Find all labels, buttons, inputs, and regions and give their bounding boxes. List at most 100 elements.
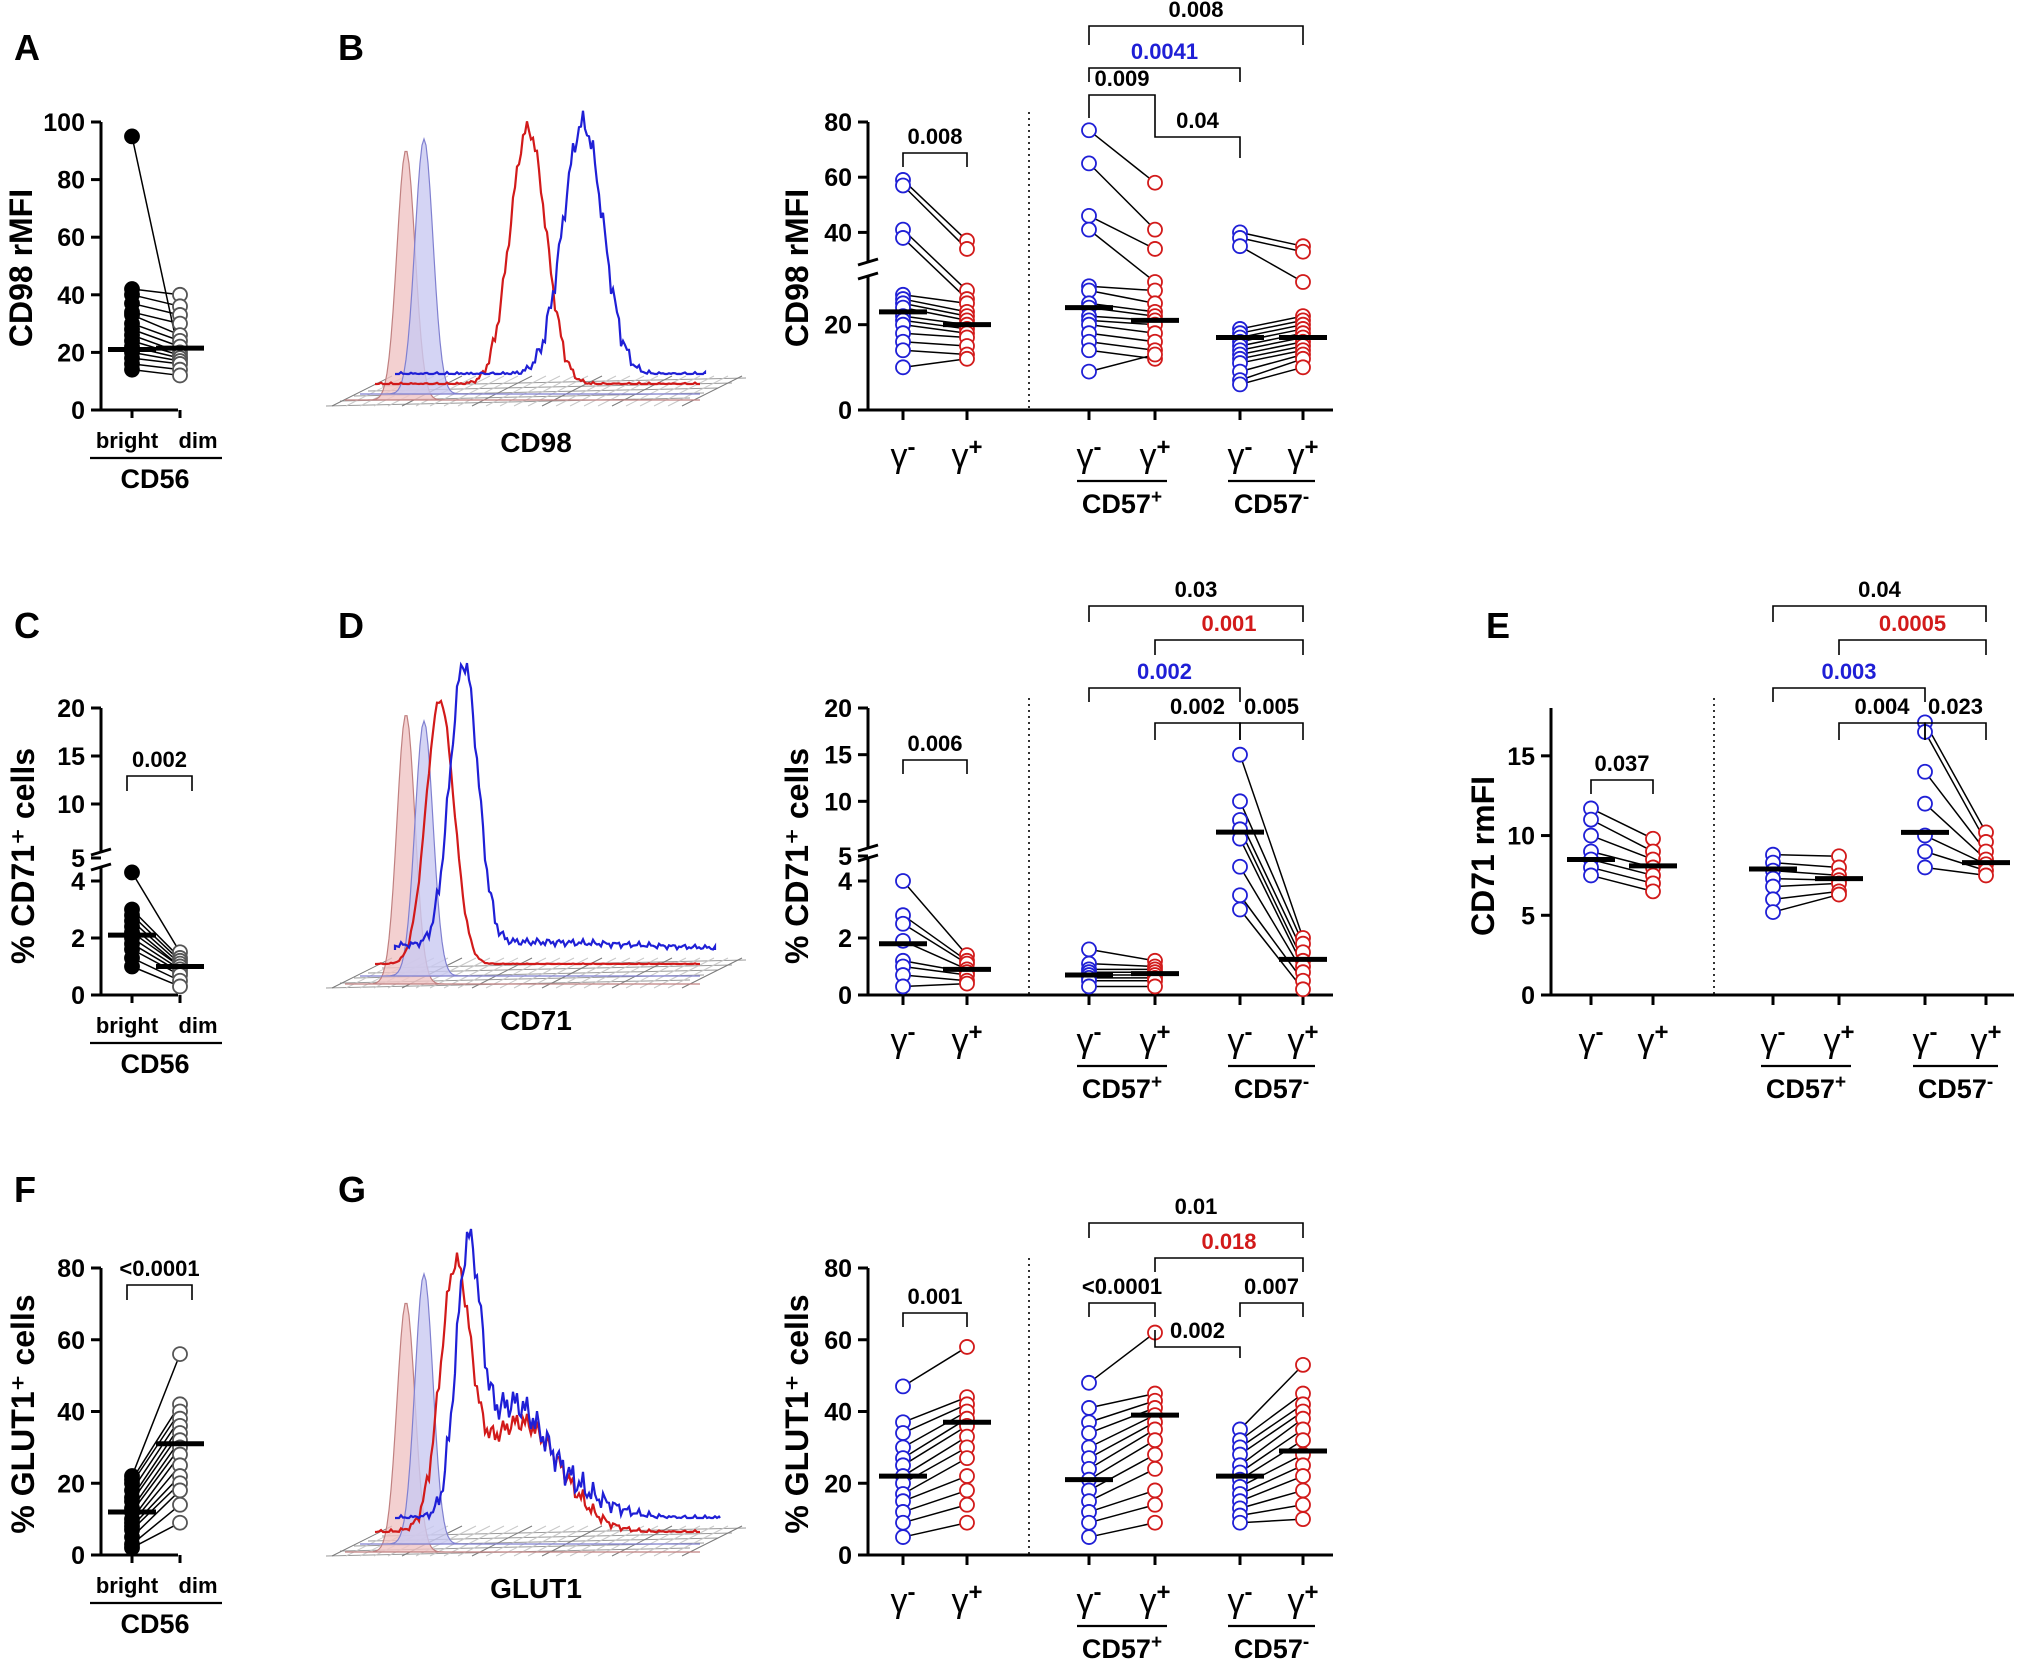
plot-G-pbracket-1-label: <0.0001 bbox=[1082, 1274, 1162, 1299]
plot-G-group-0-point-a-2 bbox=[895, 1425, 911, 1441]
hist-cd98-grid-line-7 bbox=[429, 375, 491, 407]
plot-E-group-1-link-4 bbox=[1772, 882, 1840, 888]
plot-B-group-2-point-a-2 bbox=[1232, 238, 1248, 255]
hist-glut1-curve-2 bbox=[374, 1252, 700, 1534]
plot-A-link-11 bbox=[131, 351, 181, 362]
plot-D-ytick-label-5: 5 bbox=[838, 843, 852, 871]
plot-C-link-8 bbox=[131, 948, 181, 976]
hist-label-cd71: CD71 bbox=[500, 1005, 572, 1036]
plot-D-group-0-link-2 bbox=[902, 923, 968, 965]
hist-cd98-grid-line-24 bbox=[667, 375, 729, 407]
hist-cd98-grid-line-20 bbox=[611, 375, 673, 407]
plot-E-pbracket-2 bbox=[1924, 722, 1987, 740]
plot-B-ytick-label-60: 60 bbox=[824, 164, 852, 192]
hist-cd98 bbox=[325, 110, 747, 407]
ylabel-D: % CD71⁺ cells bbox=[779, 748, 815, 964]
plot-E-group-0-link-2 bbox=[1590, 834, 1654, 861]
plot-G-group-1-link-9 bbox=[1088, 1468, 1156, 1502]
plot-B-pbracket-1-label: 0.009 bbox=[1094, 66, 1149, 91]
hist-cd71-grid-line-25 bbox=[681, 957, 743, 989]
plot-E-cd57-label-1: CD57- bbox=[1918, 1072, 1993, 1104]
hist-cd98-grid-line-10 bbox=[471, 375, 533, 407]
plot-E-group-1-point-b-6 bbox=[1831, 886, 1847, 903]
plot-G-group-0-link-2 bbox=[902, 1403, 968, 1434]
plot-B-axis-break-b bbox=[857, 257, 879, 267]
plot-E-ytick-label-10: 10 bbox=[1507, 823, 1535, 851]
plot-G-pbracket-2-label: 0.002 bbox=[1170, 1318, 1225, 1343]
plot-B-xlabel-0: γ- bbox=[891, 434, 916, 475]
plot-G-group-1-link-4 bbox=[1088, 1414, 1156, 1449]
plot-B-group-0-link-2 bbox=[902, 229, 968, 292]
plot-B-xlabel-1: γ+ bbox=[951, 434, 982, 475]
hist-cd98-grid-line-13 bbox=[513, 375, 575, 407]
plot-F-pbracket-0 bbox=[126, 1284, 193, 1300]
plot-E-pbracket-5-label: 0.04 bbox=[1858, 577, 1902, 602]
plot-D-pbracket-5-label: 0.03 bbox=[1175, 577, 1218, 602]
plot-B-group-2-point-b-1 bbox=[1295, 243, 1311, 260]
plot-F-point-b-12 bbox=[172, 1482, 188, 1499]
plot-G-pbracket-0 bbox=[902, 1312, 968, 1327]
plot-E-group-1-link-6 bbox=[1772, 893, 1840, 913]
plot-B-group-2-link-9 bbox=[1239, 340, 1304, 356]
plot-C-ytick-label-15: 15 bbox=[57, 743, 85, 771]
hist-glut1-grid-line-10 bbox=[471, 1525, 533, 1557]
plot-D-ytick-label-2: 2 bbox=[838, 925, 852, 953]
plot-F-link-10 bbox=[131, 1475, 181, 1527]
plot-B-group-0-point-a-14 bbox=[895, 359, 911, 376]
plot-F-link-8 bbox=[131, 1454, 181, 1520]
plot-A-ytick-label-60: 60 bbox=[57, 224, 85, 252]
plot-A-ytick-label-20: 20 bbox=[57, 339, 85, 367]
hist-glut1-grid-line-12 bbox=[499, 1525, 561, 1557]
plot-A-link-3 bbox=[131, 302, 181, 316]
plot-G-group-2-link-2 bbox=[1239, 1403, 1304, 1448]
plot-A-link-6 bbox=[131, 322, 181, 342]
plot-C-ytick-label-0: 0 bbox=[71, 982, 85, 1010]
plot-E-group-2-link-3 bbox=[1924, 803, 1987, 861]
plot-E-group-2-point-b-6 bbox=[1978, 867, 1994, 884]
panel-letter-E: E bbox=[1486, 605, 1510, 646]
plot-F-link-14 bbox=[131, 1522, 181, 1549]
plot-E-xlabel-4: γ- bbox=[1913, 1019, 1938, 1060]
plot-A-link-2 bbox=[131, 294, 181, 308]
plot-G-group-2-point-b-11 bbox=[1295, 1496, 1311, 1513]
plot-C-point-a-10 bbox=[124, 958, 140, 975]
plot-B-group-0-link-13 bbox=[902, 349, 968, 356]
plot-B-group-2-link-10 bbox=[1239, 345, 1304, 360]
plot-E-xlabel-2: γ- bbox=[1761, 1019, 1786, 1060]
ylabel-C: % CD71⁺ cells bbox=[5, 748, 41, 964]
histogram-layer bbox=[325, 110, 747, 1557]
hist-cd98-curve-0 bbox=[345, 150, 700, 401]
panel-letter-D: D bbox=[338, 605, 364, 646]
plot-G-group-2-link-10 bbox=[1239, 1489, 1304, 1510]
plot-B-group-2-link-0 bbox=[1239, 231, 1304, 247]
plot-E-group-0-point-a-1 bbox=[1583, 811, 1599, 828]
plot-G-group-2-point-b-6 bbox=[1295, 1432, 1311, 1449]
plot-B-group-1-link-11 bbox=[1088, 332, 1156, 343]
hist-cd98-grid-line-8 bbox=[443, 375, 505, 407]
plot-D: 0 2 45 10 15 20 γ-γ+ γ-γ+ γ-γ+ CD57+ CD57- 0.006 0.0… bbox=[824, 577, 1333, 1104]
plot-G-group-0-point-b-8 bbox=[959, 1450, 975, 1467]
plot-E-cd57-label-0: CD57+ bbox=[1766, 1072, 1846, 1104]
plot-G-xlabel-4: γ- bbox=[1228, 1579, 1253, 1620]
plot-E-group-2-point-a-5 bbox=[1917, 843, 1933, 860]
plot-B-group-2-link-1 bbox=[1239, 237, 1304, 253]
plot-B-group-0-link-6 bbox=[902, 302, 968, 317]
plot-G-group-2-link-8 bbox=[1239, 1464, 1304, 1495]
hist-glut1-grid-line-23 bbox=[653, 1525, 715, 1557]
plot-G-pbracket-0-label: 0.001 bbox=[907, 1284, 962, 1309]
hist-cd98-curve-2 bbox=[375, 121, 700, 386]
plot-G-group-1-point-b-11 bbox=[1147, 1496, 1163, 1513]
plot-B-pbracket-1 bbox=[1088, 94, 1156, 118]
plot-F-cd56-label: CD56 bbox=[120, 1609, 189, 1639]
plot-G-pbracket-4-label: 0.018 bbox=[1201, 1229, 1256, 1254]
plot-B-axis-break-a bbox=[857, 271, 879, 281]
plot-F-link-2 bbox=[131, 1411, 181, 1484]
plot-B-pbracket-2-label: 0.04 bbox=[1176, 108, 1220, 133]
plot-G-group-0-link-4 bbox=[902, 1418, 968, 1459]
plot-E-group-1-link-1 bbox=[1772, 861, 1840, 869]
plot-D-xlabel-0: γ- bbox=[891, 1019, 916, 1060]
hist-cd98-grid-line-21 bbox=[625, 375, 687, 407]
plot-G-group-2-link-3 bbox=[1239, 1410, 1304, 1456]
